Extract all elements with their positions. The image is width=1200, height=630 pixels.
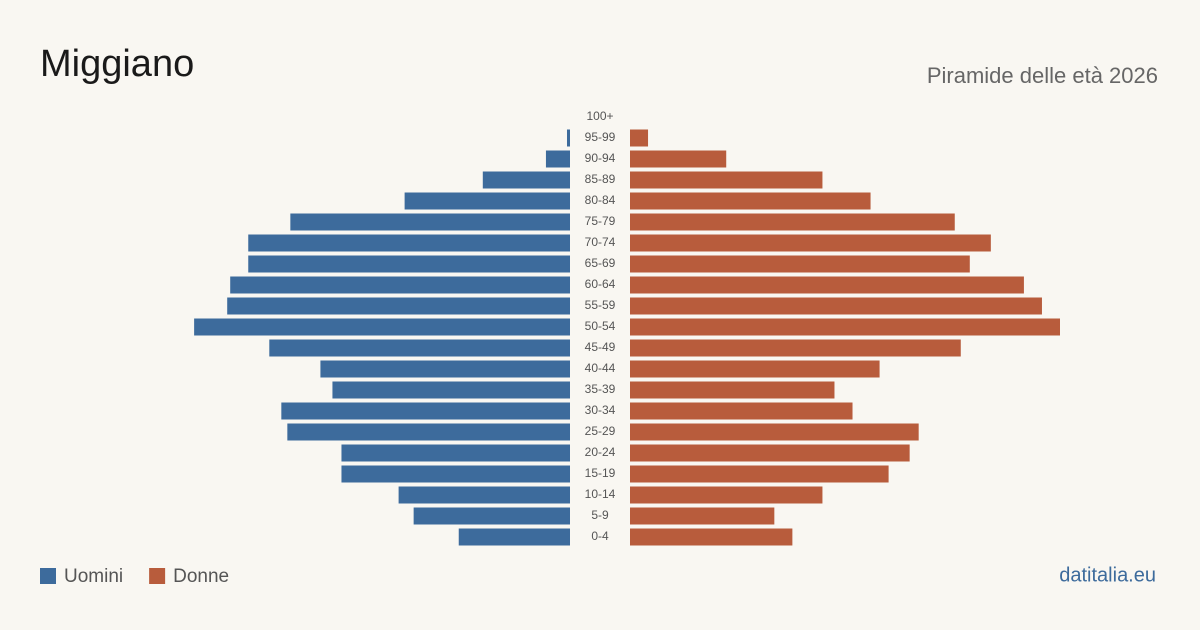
bar	[290, 213, 570, 231]
bar	[413, 507, 570, 525]
chart-title: Miggiano	[40, 43, 194, 85]
age-label: 90-94	[585, 151, 616, 165]
age-label: 30-34	[585, 403, 616, 417]
bar	[630, 444, 910, 462]
bar	[458, 528, 570, 546]
age-label: 20-24	[585, 445, 616, 459]
bar	[566, 129, 570, 147]
bar	[630, 381, 835, 399]
bar	[630, 297, 1042, 315]
source: datitalia.eu	[1059, 564, 1156, 586]
age-label: 80-84	[585, 193, 616, 207]
age-label: 5-9	[591, 508, 609, 522]
legend-label: Uomini	[64, 566, 123, 587]
bar	[630, 129, 649, 147]
age-label: 45-49	[585, 340, 616, 354]
age-label: 25-29	[585, 424, 616, 438]
bar	[545, 150, 570, 168]
bar	[630, 150, 727, 168]
bar	[332, 381, 570, 399]
age-label: 10-14	[585, 487, 616, 501]
age-label: 55-59	[585, 298, 616, 312]
age-label: 35-39	[585, 382, 616, 396]
age-label: 85-89	[585, 172, 616, 186]
bar	[630, 318, 1060, 336]
bar	[230, 276, 571, 294]
bar	[482, 171, 570, 189]
bar	[341, 444, 570, 462]
legend-swatch	[40, 568, 56, 584]
bar	[404, 192, 570, 210]
bar	[320, 360, 570, 378]
age-label: 100+	[586, 109, 613, 123]
bar	[341, 465, 570, 483]
bar	[269, 339, 570, 357]
age-label: 95-99	[585, 130, 616, 144]
bar	[630, 528, 793, 546]
age-label: 40-44	[585, 361, 616, 375]
bar	[630, 276, 1024, 294]
bar	[630, 255, 970, 273]
age-label: 50-54	[585, 319, 616, 333]
bar	[630, 507, 775, 525]
bar	[398, 486, 570, 504]
bar	[227, 297, 570, 315]
age-label: 65-69	[585, 256, 616, 270]
bar	[630, 402, 853, 420]
age-label: 15-19	[585, 466, 616, 480]
bar	[630, 423, 919, 441]
age-label: 60-64	[585, 277, 616, 291]
bar	[281, 402, 570, 420]
age-label: 0-4	[591, 529, 609, 543]
bar	[248, 255, 570, 273]
bar	[630, 465, 889, 483]
bar	[630, 192, 871, 210]
legend-label: Donne	[173, 566, 229, 587]
bar	[630, 171, 823, 189]
bar	[248, 234, 570, 252]
legend-swatch	[149, 568, 166, 584]
bar	[630, 339, 961, 357]
bar	[630, 213, 955, 231]
bar	[194, 318, 571, 336]
bar	[630, 360, 880, 378]
bar	[630, 486, 823, 504]
age-label: 75-79	[585, 214, 616, 228]
age-label: 70-74	[585, 235, 616, 249]
chart-subtitle: Piramide delle età 2026	[927, 63, 1158, 88]
bar	[287, 423, 570, 441]
bar	[630, 234, 991, 252]
